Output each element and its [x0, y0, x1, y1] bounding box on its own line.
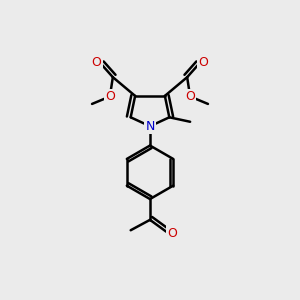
- Text: O: O: [105, 90, 115, 103]
- Text: N: N: [145, 120, 155, 133]
- Text: O: O: [199, 56, 208, 69]
- Text: O: O: [185, 90, 195, 103]
- Text: O: O: [92, 56, 101, 69]
- Text: O: O: [167, 227, 177, 240]
